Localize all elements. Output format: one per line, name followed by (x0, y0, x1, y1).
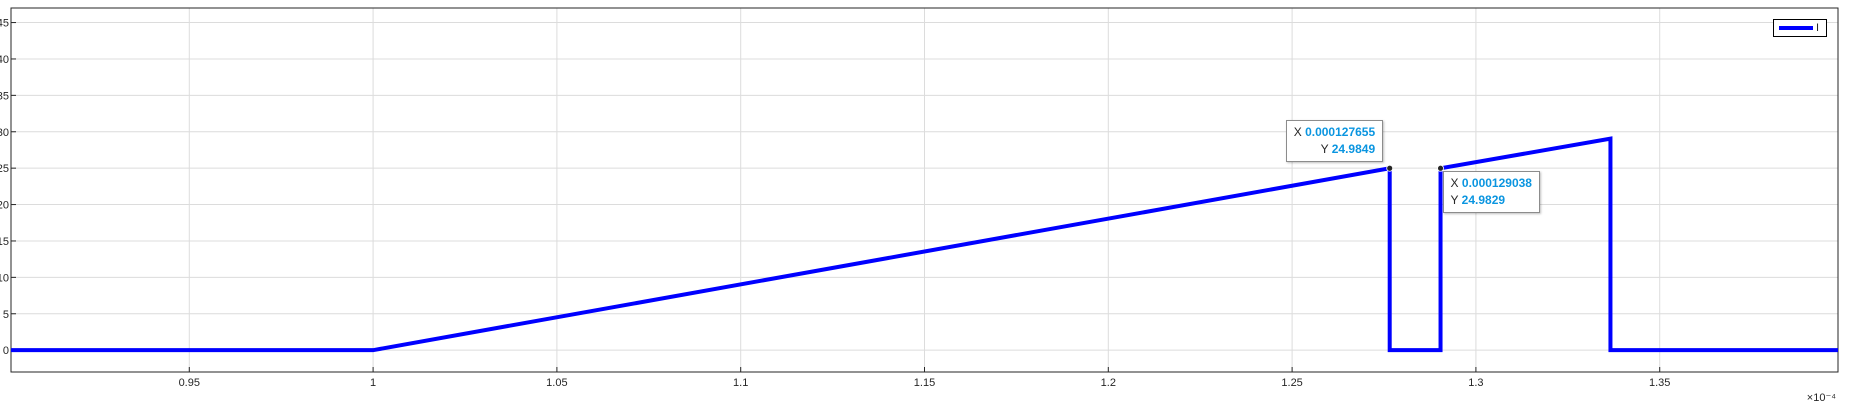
x-tick-label: 1.15 (914, 377, 935, 389)
datatip-marker-2 (1437, 164, 1444, 172)
x-tick-label: 1.3 (1468, 377, 1483, 389)
y-tick-label: 15 (0, 236, 9, 248)
x-tick-label: 1.25 (1281, 377, 1302, 389)
y-tick-label: 30 (0, 127, 9, 139)
x-exponent-label: ×10⁻⁴ (1807, 392, 1836, 404)
legend-label-i: I (1816, 22, 1820, 34)
datatip-marker-1 (1386, 164, 1394, 172)
legend-swatch-i (1779, 26, 1813, 30)
datatip-1[interactable]: X 0.000127655 Y 24.9849 (1285, 120, 1384, 163)
datatip-2-y-label: Y (1450, 193, 1459, 208)
x-tick-label: 1.05 (546, 377, 567, 389)
datatip-1-y-label: Y (1320, 142, 1329, 157)
x-tick-label: 1.1 (733, 377, 748, 389)
x-tick-label: 0.95 (179, 377, 200, 389)
datatip-1-y-value: 24.9849 (1331, 142, 1376, 157)
series-line-i (11, 136, 1838, 353)
datatip-2-x-label: X (1450, 176, 1459, 191)
datatip-1-x-value: 0.000127655 (1305, 125, 1376, 140)
y-tick-label: 25 (0, 163, 9, 175)
x-tick-label: 1.35 (1649, 377, 1670, 389)
y-tick-label: 20 (0, 200, 9, 212)
y-tick-label: 45 (0, 18, 9, 30)
x-tick-label: 1.2 (1101, 377, 1116, 389)
y-tick-label: 35 (0, 90, 9, 102)
y-tick-label: 10 (0, 272, 9, 284)
datatip-2-y-value: 24.9829 (1461, 193, 1506, 208)
legend[interactable]: I (1773, 19, 1827, 37)
datatip-2-x-value: 0.000129038 (1461, 176, 1532, 191)
datatip-2[interactable]: X 0.000129038 Y 24.9829 (1442, 171, 1540, 214)
axes-box (10, 7, 1839, 373)
y-tick-label: 5 (3, 309, 9, 321)
x-tick-label: 1 (370, 377, 376, 389)
y-tick-label: 40 (0, 54, 9, 66)
y-tick-label: 0 (3, 345, 9, 357)
datatip-1-x-label: X (1293, 125, 1302, 140)
